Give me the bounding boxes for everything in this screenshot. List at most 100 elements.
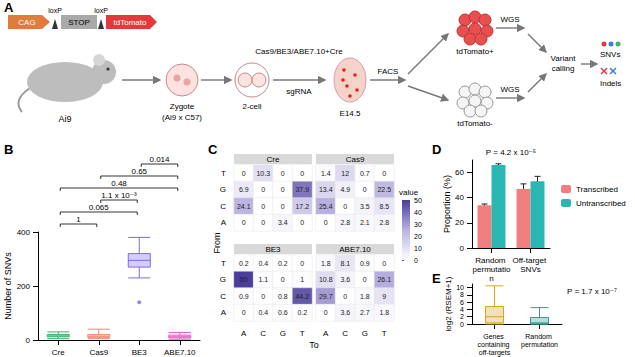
svg-text:C: C <box>208 142 218 157</box>
svg-text:0: 0 <box>281 170 285 177</box>
svg-text:A: A <box>4 0 14 15</box>
svg-text:29.7: 29.7 <box>319 293 333 300</box>
svg-text:BE3: BE3 <box>265 245 281 254</box>
svg-text:20: 20 <box>414 233 422 240</box>
svg-text:9: 9 <box>382 293 386 300</box>
svg-text:BE3: BE3 <box>132 348 148 357</box>
svg-text:Off-target: Off-target <box>513 256 549 265</box>
svg-text:WGS: WGS <box>500 15 519 24</box>
svg-text:2.7: 2.7 <box>360 309 370 316</box>
svg-text:0: 0 <box>261 203 265 210</box>
svg-text:WGS: WGS <box>500 85 519 94</box>
svg-text:T: T <box>221 169 226 178</box>
svg-text:0: 0 <box>300 260 304 267</box>
svg-text:0: 0 <box>324 309 328 316</box>
svg-text:12: 12 <box>341 170 349 177</box>
svg-text:0: 0 <box>300 219 304 226</box>
svg-text:0.4: 0.4 <box>258 260 268 267</box>
svg-text:P = 1.7 x 10⁻⁷: P = 1.7 x 10⁻⁷ <box>567 287 617 296</box>
svg-text:calling: calling <box>552 64 575 73</box>
svg-text:1.1: 1.1 <box>258 276 268 283</box>
svg-text:0: 0 <box>363 276 367 283</box>
svg-text:0.65: 0.65 <box>131 167 147 176</box>
svg-text:T: T <box>221 259 226 268</box>
svg-text:8.5: 8.5 <box>379 203 389 210</box>
svg-text:0.48: 0.48 <box>111 179 127 188</box>
svg-text:4: 4 <box>460 306 464 313</box>
svg-text:T: T <box>300 329 305 338</box>
svg-text:loxP: loxP <box>48 7 62 14</box>
svg-text:25.4: 25.4 <box>319 203 333 210</box>
svg-text:T: T <box>382 329 387 338</box>
svg-text:0: 0 <box>343 293 347 300</box>
svg-text:50: 50 <box>240 276 248 283</box>
svg-text:20: 20 <box>455 218 464 227</box>
svg-text:0: 0 <box>261 293 265 300</box>
svg-text:0: 0 <box>414 257 418 264</box>
svg-text:C: C <box>220 202 226 211</box>
svg-text:0: 0 <box>382 170 386 177</box>
svg-text:3.6: 3.6 <box>340 309 350 316</box>
svg-text:0: 0 <box>343 203 347 210</box>
svg-text:A: A <box>221 218 227 227</box>
svg-text:P = 4.2 x 10⁻⁵: P = 4.2 x 10⁻⁵ <box>486 148 536 157</box>
svg-text:n: n <box>489 274 493 283</box>
svg-text:8: 8 <box>460 291 464 298</box>
svg-text:1.1 x 10⁻³: 1.1 x 10⁻³ <box>101 191 137 200</box>
svg-text:17.2: 17.2 <box>295 203 309 210</box>
svg-text:24.1: 24.1 <box>237 203 251 210</box>
svg-text:Cas9: Cas9 <box>346 155 365 164</box>
svg-text:Cre: Cre <box>52 348 65 357</box>
svg-text:37.9: 37.9 <box>295 186 309 193</box>
svg-text:D: D <box>432 142 441 157</box>
svg-text:E14.5: E14.5 <box>340 109 361 118</box>
svg-text:0.7: 0.7 <box>360 170 370 177</box>
svg-text:2: 2 <box>460 313 464 320</box>
svg-text:0.8: 0.8 <box>278 293 288 300</box>
svg-text:2.1: 2.1 <box>360 219 370 226</box>
svg-text:log2 (RSEM+1): log2 (RSEM+1) <box>444 276 453 331</box>
svg-text:44.2: 44.2 <box>295 293 309 300</box>
svg-text:0: 0 <box>281 186 285 193</box>
svg-text:To: To <box>309 340 319 350</box>
svg-text:Variant: Variant <box>551 54 577 63</box>
svg-text:4.9: 4.9 <box>340 186 350 193</box>
svg-text:C: C <box>260 329 266 338</box>
svg-text:CAG: CAG <box>18 18 35 27</box>
svg-text:1.8: 1.8 <box>379 309 389 316</box>
svg-text:tdTomato-: tdTomato- <box>457 119 493 128</box>
svg-text:0: 0 <box>242 170 246 177</box>
svg-text:0: 0 <box>281 276 285 283</box>
svg-text:A: A <box>323 329 329 338</box>
svg-text:ABE7.10: ABE7.10 <box>164 348 196 357</box>
svg-text:0.2: 0.2 <box>297 309 307 316</box>
svg-text:Zygote: Zygote <box>170 102 195 111</box>
svg-text:SNVs: SNVs <box>600 50 620 59</box>
svg-text:G: G <box>220 275 226 284</box>
svg-text:0: 0 <box>363 186 367 193</box>
svg-text:400: 400 <box>17 228 31 237</box>
svg-text:0: 0 <box>324 219 328 226</box>
svg-text:Transcribed: Transcribed <box>576 185 618 194</box>
svg-text:1: 1 <box>76 215 81 224</box>
svg-text:1.8: 1.8 <box>321 260 331 267</box>
svg-text:Untranscribed: Untranscribed <box>576 199 626 208</box>
svg-text:Cas9/BE3/ABE7.10+Cre: Cas9/BE3/ABE7.10+Cre <box>255 47 343 56</box>
svg-text:2.8: 2.8 <box>379 219 389 226</box>
svg-text:6: 6 <box>460 299 464 306</box>
svg-text:30: 30 <box>414 221 422 228</box>
svg-text:0: 0 <box>26 336 31 345</box>
svg-text:off-targets: off-targets <box>479 349 511 357</box>
svg-text:0: 0 <box>300 170 304 177</box>
svg-text:0.4: 0.4 <box>258 309 268 316</box>
svg-text:A: A <box>241 329 247 338</box>
svg-text:E: E <box>432 271 441 286</box>
svg-text:0.014: 0.014 <box>149 155 170 164</box>
svg-text:Random: Random <box>525 333 553 340</box>
svg-text:8.1: 8.1 <box>340 260 350 267</box>
svg-text:value: value <box>399 188 419 197</box>
svg-text:0: 0 <box>242 219 246 226</box>
svg-text:0: 0 <box>281 203 285 210</box>
svg-text:0.2: 0.2 <box>239 260 249 267</box>
svg-text:G: G <box>220 185 226 194</box>
